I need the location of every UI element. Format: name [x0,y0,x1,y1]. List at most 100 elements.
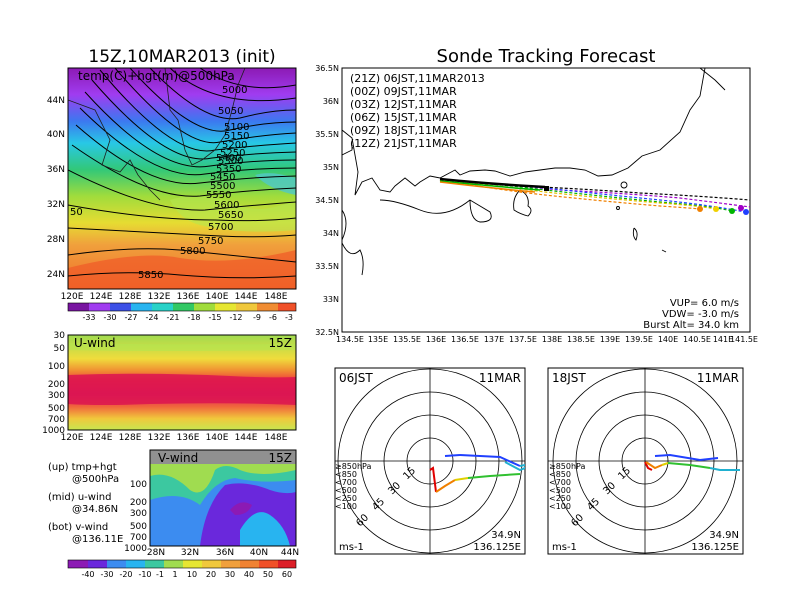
track-lat-ticks: 36.5N 36N 35.5N 35N 34.5N 34N 33.5N 33N … [315,64,339,337]
temp-contour-labels: 5000 5050 5100 5150 5200 5250 5300 5350 … [70,85,249,281]
lon-tick: 124E [90,292,113,302]
temp-panel: temp(C)+hgt(m)@500hPa 5000 5050 5100 515… [47,67,297,322]
lon-tick: 140E [206,292,229,302]
traj-ascent [439,177,546,189]
y-tick: 200 [48,380,65,390]
contour-label: 5200 [222,140,247,151]
cbar-tick: -18 [187,313,200,322]
v-wind-time: 15Z [269,451,293,465]
u-x-ticks: 120E 124E 128E 132E 136E 140E 144E 148E [61,433,288,443]
temp-field [68,68,296,289]
hodo-legend-item: ≥850hPa [335,462,372,471]
v-wind-frame [149,449,297,547]
y-tick: 500 [48,404,65,414]
lon-tick: 141E [713,335,733,344]
lon-tick: 134.5E [336,335,364,344]
lon-tick: 120E [61,292,84,302]
cbar-tick: 20 [206,570,216,579]
hodo-legend-item: <250 [335,494,357,503]
u-wind-label: U-wind [74,336,115,350]
cbar-tick: -20 [119,570,132,579]
landing-marker [713,206,719,212]
main-title: Sonde Tracking Forecast [437,46,656,67]
cbar-tick: -40 [81,570,94,579]
cbar-tick: 60 [282,570,292,579]
contour-label: 5000 [222,85,247,96]
lat-tick: 33N [323,295,339,304]
hodo-legend: ≥850hPa <850 <700 <500 <250 <100 [335,462,372,511]
launch-label-00z: (00Z) 09JST,11MAR [350,85,457,98]
lat-tick: 28N [47,235,65,245]
y-tick: 1000 [42,426,65,436]
x-tick: 144E [235,433,258,443]
cbar-tick: -30 [100,570,113,579]
landing-marker [743,209,749,215]
lon-tick: 136E [426,335,446,344]
landing-marker [738,205,744,211]
y-tick: 700 [48,415,65,425]
lon-tick: 138E [542,335,562,344]
launch-label-12z: (12Z) 21JST,11MAR [350,137,457,150]
lat-tick: 32.5N [315,328,339,337]
cbar-tick: -30 [103,313,116,322]
contour-label: 5650 [218,210,243,221]
y-tick: 500 [130,522,147,532]
cbar-tick: -9 [253,313,261,322]
traj-03z [439,179,746,213]
lon-tick: 136E [177,292,200,302]
legend-bot-line2: @136.11E [72,534,123,545]
legend-mid-line2: @34.86N [72,504,118,515]
trajectories [439,177,750,215]
hodo-lon: 136.125E [691,542,739,553]
lon-tick: 140E [658,335,678,344]
v-x-ticks: 28N 32N 36N 40N 44N [147,548,299,558]
lon-tick: 137.5E [509,335,537,344]
sonde-params: VUP= 6.0 m/s VDW= -3.0 m/s Burst Alt= 34… [643,298,739,331]
hodo-legend: ≥850hPa <850 <700 <500 <250 <100 [549,462,586,511]
x-tick: 140E [206,433,229,443]
temp-details [68,68,296,289]
lon-tick: 137E [484,335,504,344]
cbar-tick: -21 [166,313,179,322]
track-lon-ticks: 134.5E 135E 135.5E 136E 136.5E 137E 137.… [336,335,758,344]
contour-label: 5750 [198,236,223,247]
cbar-tick: -1 [156,570,164,579]
contour-label: 5500 [210,181,235,192]
y-tick: 300 [48,391,65,401]
landing-marker [729,208,735,214]
legend-up-line1: (up) tmp+hgt [48,462,117,473]
launch-label-06z: (06Z) 15JST,11MAR [350,111,457,124]
lon-tick: 132E [148,292,171,302]
hodo-lon: 136.125E [473,542,521,553]
hodo-unit: ms-1 [552,542,577,553]
cbar-tick: 1 [172,570,177,579]
lat-tick: 36N [323,97,339,106]
contour-label: 5050 [218,106,243,117]
vup-text: VUP= 6.0 m/s [670,298,739,309]
hodo-time: 06JST [339,371,373,385]
lat-tick: 36N [47,165,65,175]
y-tick: 300 [130,509,147,519]
v-wind-panel: V-wind 15Z 100 200 300 500 700 1000 28N … [67,449,299,579]
v-wind-label: V-wind [158,451,198,465]
hodograph-18jst: 18JST 11MAR 34.9N 136.125E ms-1 15 30 45… [547,367,744,555]
x-tick: 32N [181,548,199,558]
hodo-lat: 34.9N [491,530,521,541]
cbar-tick: -12 [229,313,242,322]
lon-tick: 139E [600,335,620,344]
x-tick: 124E [90,433,113,443]
x-tick: 36N [216,548,234,558]
left-title: 15Z,10MAR2013 (init) [88,47,275,67]
hodo-legend-item: <500 [335,486,357,495]
hodo-trace [644,453,740,471]
hodo-date: 11MAR [697,371,739,385]
temp-colorbar [67,302,297,312]
x-tick: 44N [281,548,299,558]
cbar-tick: -6 [269,313,277,322]
x-tick: 136E [177,433,200,443]
lat-tick: 40N [47,130,65,140]
cbar-tick: -3 [285,313,293,322]
lat-tick: 44N [47,96,65,106]
hodo-legend-item: <850 [335,470,357,479]
cbar-tick: -15 [208,313,221,322]
